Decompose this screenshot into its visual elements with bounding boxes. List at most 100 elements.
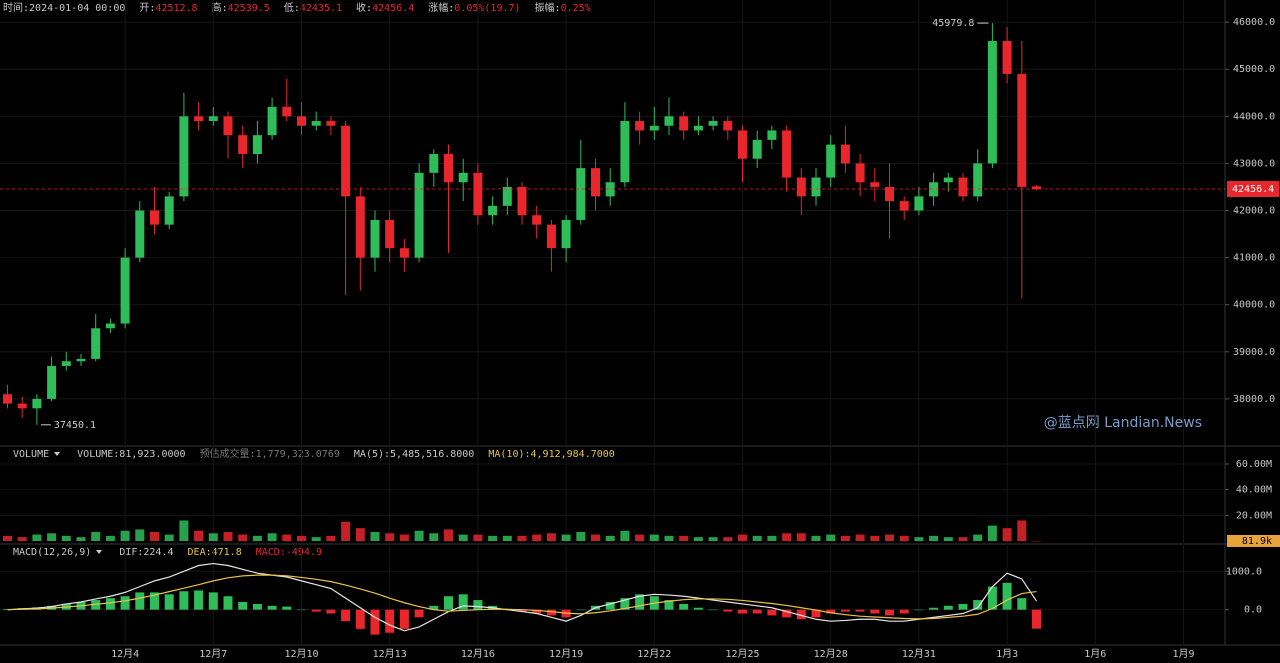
volume-bar bbox=[326, 535, 336, 541]
macd-bar bbox=[635, 594, 645, 610]
macd-bar bbox=[796, 609, 806, 620]
volume-bar bbox=[458, 534, 468, 541]
volume-bar bbox=[385, 533, 395, 541]
x-tick-label: 12月22 bbox=[637, 648, 671, 660]
volume-bar bbox=[958, 537, 968, 541]
macd-bar bbox=[458, 594, 468, 610]
volume-bar bbox=[987, 525, 997, 541]
header: 时间:2024-01-04 00:00 开:42512.8 高:42539.5 … bbox=[3, 1, 591, 14]
macd-bar bbox=[297, 609, 306, 611]
volume-bar bbox=[1032, 540, 1041, 542]
macd-bar bbox=[929, 607, 939, 610]
label: 开: bbox=[139, 3, 155, 14]
volume-bar bbox=[517, 535, 527, 541]
x-tick-label: 12月28 bbox=[814, 648, 848, 660]
macd-bar bbox=[576, 609, 586, 611]
volume-bar bbox=[150, 532, 159, 541]
macd-bar bbox=[943, 605, 953, 610]
label: DEA:471.8 bbox=[188, 547, 242, 558]
volume-bar bbox=[546, 533, 556, 541]
volume-bar bbox=[488, 535, 498, 541]
high-label: 45979.8 bbox=[932, 18, 974, 29]
macd-bar bbox=[620, 598, 630, 610]
volume-bar bbox=[238, 534, 248, 541]
y-tick-label: 39000.0 bbox=[1233, 347, 1275, 358]
macd-bar bbox=[973, 600, 983, 610]
candle-body bbox=[679, 116, 689, 131]
volume-bar bbox=[444, 529, 453, 541]
candle-body bbox=[796, 177, 806, 197]
macd-bar bbox=[238, 601, 248, 610]
macd-bar bbox=[179, 591, 189, 610]
candle-body bbox=[326, 121, 336, 126]
candle-body bbox=[532, 215, 542, 225]
candle-body bbox=[282, 106, 292, 117]
x-tick-label: 12月13 bbox=[373, 648, 407, 660]
candle-body bbox=[297, 116, 306, 126]
volume-bar bbox=[620, 530, 630, 541]
macd-bar bbox=[738, 609, 747, 614]
volume-bar bbox=[297, 535, 306, 541]
volume-bar bbox=[899, 535, 909, 541]
volume-bar bbox=[502, 535, 512, 541]
watermark: @蓝点网 Landian.News bbox=[1044, 415, 1202, 431]
macd-bar bbox=[546, 609, 556, 616]
volume-bar bbox=[752, 535, 762, 541]
macd-bar bbox=[326, 609, 336, 614]
candle-body bbox=[1002, 40, 1012, 74]
macd-bar bbox=[150, 592, 159, 610]
volume-bar bbox=[3, 535, 12, 541]
volume-bar bbox=[649, 534, 659, 541]
dropdown-caret[interactable] bbox=[54, 452, 60, 456]
macd-bar bbox=[341, 609, 351, 622]
y-tick-label: 42000.0 bbox=[1233, 206, 1275, 217]
volume-bar bbox=[914, 537, 924, 541]
value: 42456.4 bbox=[372, 3, 414, 14]
y-tick-label: 38000.0 bbox=[1233, 394, 1275, 405]
candle-body bbox=[649, 125, 659, 131]
candle-body bbox=[17, 403, 27, 409]
volume-bar bbox=[723, 537, 733, 541]
candle-body bbox=[179, 116, 189, 197]
value: 2024-01-04 00:00 bbox=[29, 3, 125, 14]
volume-bar bbox=[194, 530, 204, 541]
volume-bar bbox=[561, 534, 571, 541]
volume-bar bbox=[811, 535, 821, 541]
candle-body bbox=[958, 177, 968, 197]
candle-body bbox=[1017, 73, 1027, 187]
y-tick-label: 20.00M bbox=[1236, 510, 1272, 521]
volume-bar bbox=[973, 534, 983, 541]
macd-bar bbox=[120, 596, 130, 610]
volume-bar bbox=[532, 534, 542, 541]
volume-bar bbox=[61, 535, 71, 541]
y-tick-label: 45000.0 bbox=[1233, 64, 1275, 75]
label: MACD(12,26,9) bbox=[13, 547, 91, 558]
volume-bar bbox=[17, 537, 27, 541]
x-tick-label: 12月31 bbox=[902, 648, 936, 660]
candle-body bbox=[488, 205, 498, 216]
macd-bar bbox=[444, 596, 453, 610]
candle-body bbox=[664, 116, 674, 126]
label: 低: bbox=[284, 1, 300, 14]
x-tick-label: 12月10 bbox=[284, 648, 318, 660]
candle-body bbox=[3, 394, 12, 404]
macd-bar bbox=[473, 600, 483, 610]
volume-bar bbox=[885, 534, 894, 541]
candle-body bbox=[311, 121, 321, 126]
macd-bar bbox=[370, 609, 380, 635]
candle-body bbox=[164, 196, 174, 225]
y-tick-label: 41000.0 bbox=[1233, 253, 1275, 264]
macd-bar bbox=[782, 609, 792, 618]
x-tick-label: 12月7 bbox=[199, 648, 227, 660]
macd-bar bbox=[1002, 582, 1012, 610]
dropdown-caret[interactable] bbox=[96, 550, 102, 554]
candle-body bbox=[150, 210, 159, 225]
x-tick-label: 12月16 bbox=[461, 648, 495, 660]
candle-body bbox=[576, 168, 586, 220]
candle-body bbox=[91, 328, 101, 359]
macd-bar bbox=[105, 598, 115, 610]
y-tick-label: 44000.0 bbox=[1233, 111, 1275, 122]
candle-body bbox=[120, 257, 130, 324]
